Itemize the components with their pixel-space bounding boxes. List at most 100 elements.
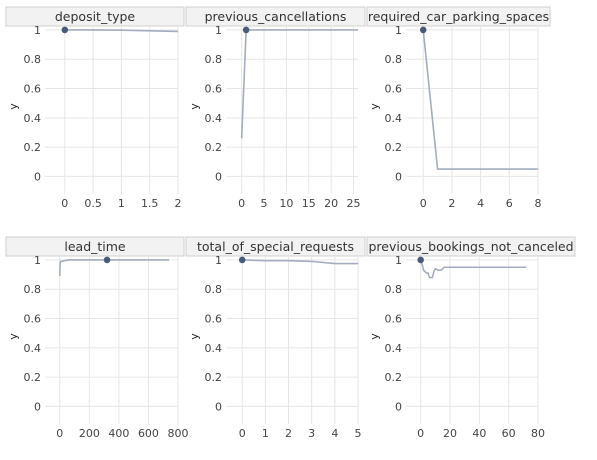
x-tick-label: 400 (108, 427, 129, 440)
y-tick-label: 0.6 (385, 83, 403, 96)
x-tick-label: 0 (56, 427, 63, 440)
y-tick-label: 1 (215, 24, 222, 37)
y-tick-label: 1 (34, 254, 41, 267)
panel-total-of-special-requests: total_of_special_requests 0 0.2 0.4 0.6 0.8 1 0… (185, 236, 366, 440)
panel-title: total_of_special_requests (197, 239, 354, 254)
y-tick-label: 1 (395, 254, 402, 267)
y-tick-label: 0.6 (24, 313, 42, 326)
x-tick-label: 60 (502, 427, 516, 440)
y-axis-label: y (368, 103, 381, 110)
y-tick-label: 0.2 (385, 141, 403, 154)
x-tick-label: 10 (279, 197, 293, 210)
series-line (58, 259, 170, 277)
y-tick-label: 0 (215, 400, 222, 413)
x-tick-label: 0 (239, 427, 246, 440)
x-tick-label: 0.5 (84, 197, 102, 210)
x-tick-label: 80 (531, 427, 545, 440)
x-tick-label: 1.5 (141, 197, 159, 210)
x-tick-label: 1 (262, 427, 269, 440)
panel-title: previous_bookings_not_canceled (368, 239, 573, 254)
y-tick-label: 0.2 (205, 371, 223, 384)
y-tick-label: 0.6 (24, 83, 42, 96)
y-axis-label: y (368, 333, 381, 340)
x-tick-label: 2 (285, 427, 292, 440)
current-value-point (417, 256, 424, 264)
current-value-point (238, 256, 246, 264)
y-tick-label: 0 (215, 170, 222, 183)
y-tick-label: 0.4 (24, 342, 42, 355)
y-tick-label: 0 (34, 400, 41, 413)
x-tick-label: 2 (448, 197, 455, 210)
y-tick-label: 0.2 (385, 371, 403, 384)
panel-title: required_car_parking_spaces (368, 9, 549, 24)
x-tick-label: 0 (238, 197, 245, 210)
y-axis-label: y (7, 333, 20, 340)
y-tick-label: 0.2 (205, 141, 223, 154)
x-tick-label: 4 (331, 427, 338, 440)
x-tick-label: 2 (175, 197, 182, 210)
y-tick-label: 1 (395, 24, 402, 37)
x-tick-label: 5 (261, 197, 268, 210)
y-tick-label: 1 (34, 24, 41, 37)
y-tick-label: 0.8 (24, 283, 42, 296)
current-value-point (419, 26, 427, 34)
series-line (240, 29, 358, 139)
panel-header (366, 6, 551, 27)
y-tick-label: 0.2 (24, 371, 42, 384)
x-tick-label: 0 (417, 427, 424, 440)
x-tick-label: 8 (535, 197, 542, 210)
y-axis-label: y (188, 103, 201, 110)
panel-required-car-parking-spaces: required_car_parking_spaces 0 0.2 0.4 0.6 0.8… (366, 6, 551, 210)
x-tick-label: 200 (79, 427, 100, 440)
y-tick-label: 0.8 (385, 53, 403, 66)
x-tick-label: 800 (168, 427, 189, 440)
y-tick-label: 0 (395, 170, 402, 183)
y-tick-label: 0.8 (24, 53, 42, 66)
y-tick-label: 0.8 (205, 53, 223, 66)
series-line (64, 29, 179, 33)
x-tick-label: 0 (61, 197, 68, 210)
series-line (419, 259, 527, 279)
x-tick-label: 5 (355, 427, 362, 440)
y-tick-label: 0.8 (385, 283, 403, 296)
x-tick-label: 1 (118, 197, 125, 210)
y-tick-label: 0.2 (24, 141, 42, 154)
x-tick-label: 600 (138, 427, 159, 440)
y-axis-label: y (7, 103, 20, 110)
y-tick-label: 0 (395, 400, 402, 413)
y-tick-label: 0 (34, 170, 41, 183)
panel-header (185, 236, 366, 257)
y-tick-label: 0.4 (385, 112, 403, 125)
y-tick-label: 0.6 (385, 313, 403, 326)
y-tick-label: 0.4 (205, 342, 223, 355)
panel-deposit-type: deposit_type 0 0.2 0.4 0.6 0.8 1 0 0.5 1 1.5 2 y (5, 6, 185, 210)
panel-lead-time: lead_time 0 0.2 0.4 0.6 0.8 1 0 200 400 600 800 y (5, 236, 189, 440)
panel-title: deposit_type (55, 9, 136, 24)
panel-header (5, 236, 185, 257)
x-tick-label: 15 (302, 197, 316, 210)
x-tick-label: 20 (443, 427, 457, 440)
x-tick-label: 3 (308, 427, 315, 440)
current-value-point (103, 256, 111, 264)
x-tick-label: 0 (420, 197, 427, 210)
series-line (242, 259, 358, 265)
panel-header (366, 236, 576, 257)
x-tick-label: 6 (506, 197, 513, 210)
y-tick-label: 1 (215, 254, 222, 267)
y-tick-label: 0.6 (205, 83, 223, 96)
x-tick-label: 4 (477, 197, 484, 210)
panel-previous-bookings-not-canceled: previous_bookings_not_canceled 0 0.2 0.4 0.6… (366, 236, 576, 440)
y-tick-label: 0.4 (205, 112, 223, 125)
x-tick-label: 25 (347, 197, 361, 210)
series-line (422, 29, 538, 170)
y-tick-label: 0.4 (385, 342, 403, 355)
panel-header (185, 6, 366, 27)
y-tick-label: 0.6 (205, 313, 223, 326)
x-tick-label: 40 (472, 427, 486, 440)
x-tick-label: 20 (324, 197, 338, 210)
y-tick-label: 0.8 (205, 283, 223, 296)
y-axis-label: y (188, 333, 201, 340)
panel-title: lead_time (64, 239, 126, 254)
